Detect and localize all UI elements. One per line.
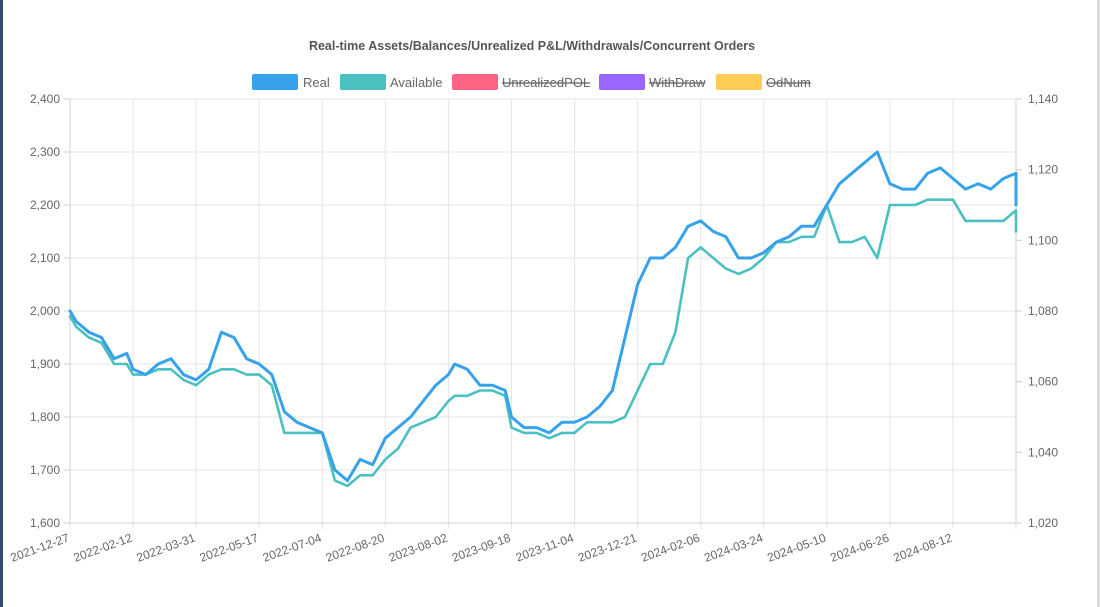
- legend-swatch-unrealizedpol: [452, 74, 498, 90]
- series-lines: [68, 150, 1018, 488]
- y-right-tick-label: 1,040: [1028, 445, 1058, 459]
- x-tick-label: 2022-02-12: [72, 531, 135, 565]
- x-tick-label: 2021-12-27: [9, 531, 72, 565]
- legend-label-odnum: OdNum: [766, 75, 811, 90]
- x-tick-label: 2022-07-04: [261, 531, 324, 565]
- y-right-tick-label: 1,120: [1028, 163, 1058, 177]
- right-window-edge: [1097, 0, 1100, 607]
- y-right-tick-label: 1,080: [1028, 304, 1058, 318]
- chart-title: Real-time Assets/Balances/Unrealized P&L…: [309, 39, 755, 53]
- series-line-real: [68, 150, 1018, 483]
- x-tick-label: 2024-05-10: [765, 531, 828, 565]
- legend-swatch-available: [340, 74, 386, 90]
- x-tick-label: 2022-08-20: [324, 531, 387, 565]
- x-tick-label: 2022-05-17: [198, 531, 261, 565]
- y-right-tick-label: 1,100: [1028, 233, 1058, 247]
- x-tick-label: 2022-03-31: [135, 531, 198, 565]
- grid: [69, 98, 1017, 529]
- x-tick-label: 2024-08-12: [891, 531, 954, 565]
- x-tick-label: 2023-12-21: [576, 531, 639, 565]
- legend-swatch-odnum: [716, 74, 762, 90]
- y-left-tick-label: 1,600: [30, 516, 60, 530]
- y-axis-left: 1,600 1,700 1,800 1,900 2,000 2,100 2,200 2,300…: [30, 92, 71, 530]
- y-left-tick-label: 2,300: [30, 145, 60, 159]
- y-left-tick-label: 1,900: [30, 357, 60, 371]
- x-tick-label: 2024-02-06: [639, 531, 702, 565]
- legend-item-odnum[interactable]: OdNum: [716, 74, 811, 90]
- left-window-edge: [0, 0, 3, 607]
- y-left-tick-label: 2,400: [30, 92, 60, 106]
- y-right-tick-label: 1,060: [1028, 375, 1058, 389]
- legend-swatch-withdraw: [599, 74, 645, 90]
- y-left-tick-label: 1,700: [30, 463, 60, 477]
- x-tick-label: 2024-03-24: [702, 531, 765, 565]
- series-line-available: [68, 198, 1018, 488]
- legend: Real Available UnrealizedPOL WithDraw Od…: [252, 74, 811, 90]
- legend-label-real: Real: [303, 75, 330, 90]
- x-tick-label: 2023-11-04: [514, 531, 576, 565]
- x-tick-label: 2023-09-18: [450, 531, 513, 565]
- x-axis: 2021-12-27 2022-02-12 2022-03-31 2022-05-17…: [9, 522, 1016, 565]
- x-tick-label: 2024-06-26: [828, 531, 891, 565]
- legend-label-withdraw: WithDraw: [649, 75, 706, 90]
- y-left-tick-label: 1,800: [30, 410, 60, 424]
- y-axis-right: 1,020 1,040 1,060 1,080 1,100 1,120 1,140: [1015, 92, 1058, 530]
- y-left-tick-label: 2,000: [30, 304, 60, 318]
- y-right-tick-label: 1,140: [1028, 92, 1058, 106]
- legend-item-available[interactable]: Available: [340, 74, 443, 90]
- x-tick-label: 2023-08-02: [387, 531, 450, 565]
- y-right-tick-label: 1,020: [1028, 516, 1058, 530]
- legend-label-available: Available: [390, 75, 443, 90]
- legend-swatch-real: [252, 74, 298, 90]
- y-left-tick-label: 2,100: [30, 251, 60, 265]
- legend-item-withdraw[interactable]: WithDraw: [599, 74, 706, 90]
- y-left-tick-label: 2,200: [30, 198, 60, 212]
- legend-item-real[interactable]: Real: [252, 74, 330, 90]
- legend-label-unrealizedpol: UnrealizedPOL: [502, 75, 590, 90]
- legend-item-unrealizedpol[interactable]: UnrealizedPOL: [452, 74, 590, 90]
